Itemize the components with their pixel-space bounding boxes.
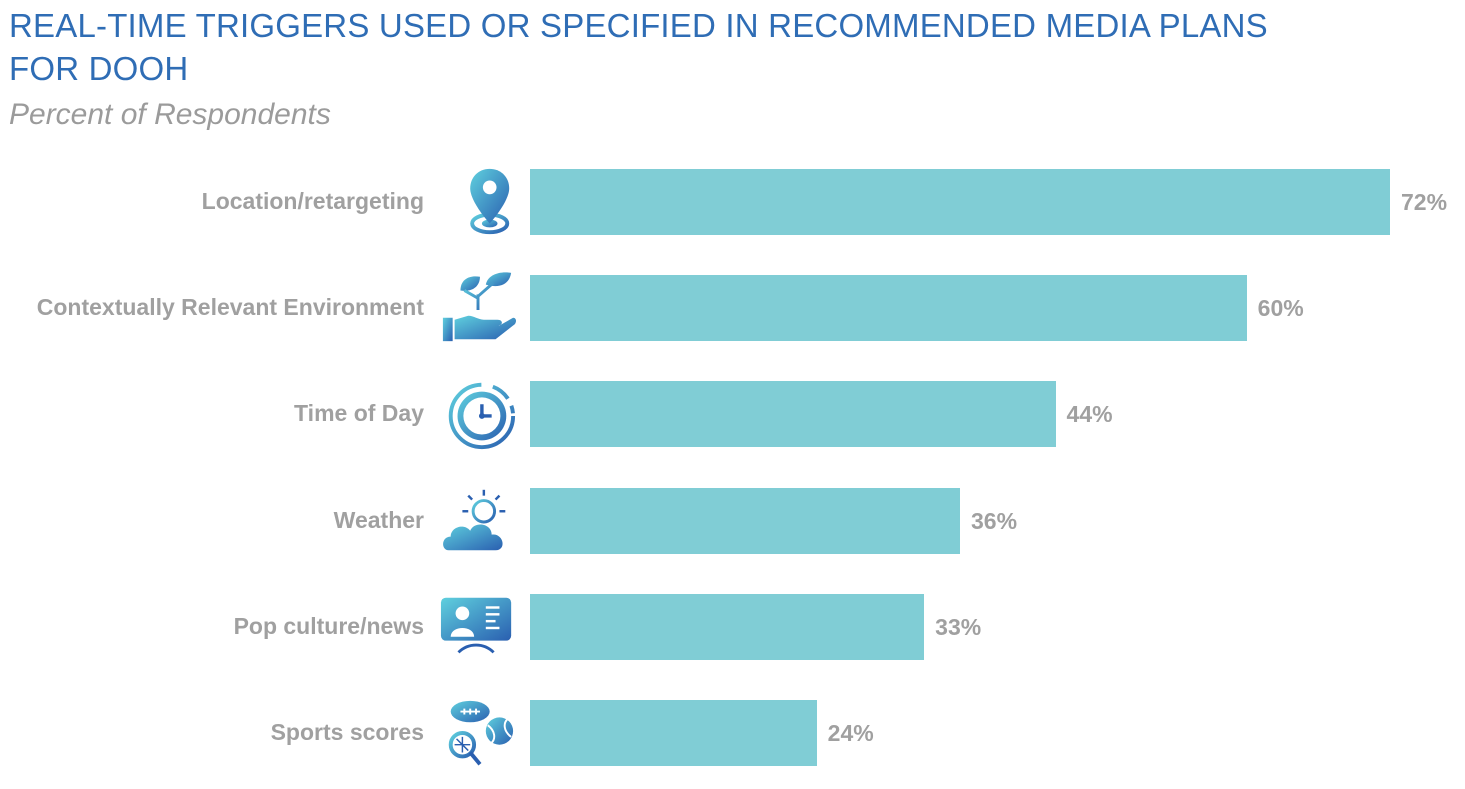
weather-icon — [438, 482, 518, 560]
bar-row: Location/retargeting 72% — [0, 168, 1465, 235]
bar — [530, 593, 925, 660]
news-presenter-icon — [438, 588, 518, 666]
bar — [530, 275, 1247, 342]
bar — [530, 700, 817, 766]
chart-title: REAL-TIME TRIGGERS USED OR SPECIFIED IN … — [9, 7, 1268, 87]
category-label: Weather — [333, 506, 424, 533]
bar-row: Contextually Relevant Environment 60% — [0, 272, 1465, 342]
value-label: 72% — [1401, 189, 1448, 215]
bar — [530, 487, 960, 554]
bar-row: Time of Day 44% — [0, 381, 1465, 450]
bar — [530, 381, 1056, 448]
value-label: 36% — [971, 507, 1018, 534]
value-label: 24% — [827, 720, 874, 746]
bar — [530, 169, 1390, 235]
category-label: Sports scores — [270, 719, 424, 745]
plant-hand-icon — [438, 269, 518, 347]
category-label: Pop culture/news — [233, 612, 424, 639]
clock-icon — [438, 375, 518, 453]
chart-subtitle: Percent of Respondents — [9, 98, 331, 131]
value-label: 33% — [935, 613, 982, 640]
bar-row: Sports scores 24% — [0, 700, 1465, 766]
sports-balls-icon — [438, 694, 518, 772]
bar-row: Weather 36% — [0, 487, 1465, 554]
bar-row: Pop culture/news 33% — [0, 593, 1465, 660]
category-label: Contextually Relevant Environment — [36, 294, 424, 321]
category-label: Time of Day — [294, 400, 424, 427]
value-label: 60% — [1257, 295, 1304, 322]
location-pin-icon — [438, 163, 518, 241]
value-label: 44% — [1066, 401, 1113, 428]
category-label: Location/retargeting — [201, 188, 424, 214]
